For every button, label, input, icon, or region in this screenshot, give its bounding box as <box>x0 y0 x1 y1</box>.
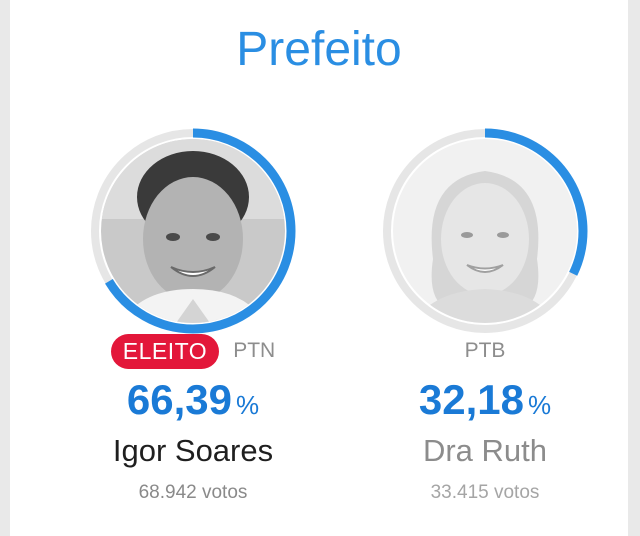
vote-percentage: 66,39% <box>63 376 323 424</box>
percent-sign: % <box>235 390 260 420</box>
elected-badge: ELEITO <box>110 333 220 369</box>
vote-count: 33.415 votos <box>430 482 540 503</box>
candidate-card-igor-soares[interactable]: ELEITO PTN 66,39% Igor Soares 68.942 vot… <box>63 126 323 526</box>
party-row: ELEITO PTN <box>63 331 323 371</box>
vote-percentage: 32,18% <box>355 376 615 424</box>
vote-share-ring <box>382 128 588 334</box>
percentage-value: 32,18 <box>418 376 524 423</box>
party-label: PTB <box>464 339 506 362</box>
vote-share-ring <box>90 128 296 334</box>
candidate-name: Igor Soares <box>112 433 274 468</box>
candidate-card-dra-ruth[interactable]: PTB 32,18% Dra Ruth 33.415 votos <box>355 126 615 526</box>
page-title: Prefeito <box>236 23 402 76</box>
party-row: PTB <box>355 331 615 371</box>
vote-count: 68.942 votos <box>138 482 248 503</box>
percent-sign: % <box>527 390 552 420</box>
percentage-value: 66,39 <box>126 376 232 423</box>
party-label: PTN <box>233 339 276 362</box>
candidate-name: Dra Ruth <box>422 433 548 468</box>
results-card: Prefeito ELEITO PTN 66,39% Igor So <box>10 0 628 536</box>
candidate-photo <box>393 139 577 323</box>
candidate-photo <box>101 139 285 323</box>
